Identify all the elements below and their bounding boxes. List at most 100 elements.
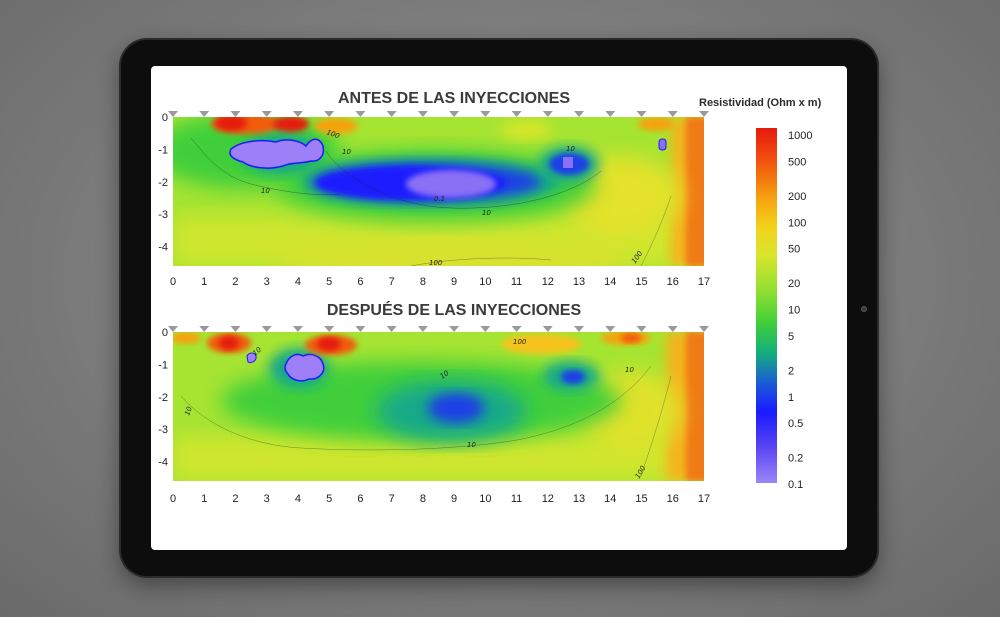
x-tick-label: 10 [479,276,491,288]
electrode-marker [417,326,428,332]
electrode-marker [417,111,428,117]
electrode-marker [199,111,210,117]
contour-label: 10 [566,145,575,153]
x-tick-label: 8 [420,276,426,288]
colorbar-ticks: 1000 500 200 100 50 20 10 5 2 1 0.5 0.2 0.1 [788,130,812,491]
x-tick-label: 4 [295,276,301,288]
x-tick-label: 4 [295,493,301,505]
x-tick-label: 15 [635,276,647,288]
x-tick-label: 7 [389,276,395,288]
heatmap-after [173,332,704,481]
contour-label: 10 [183,405,194,417]
x-tick-label: 3 [264,493,270,505]
contour-label: 10 [342,148,351,156]
electrode-marker [261,326,272,332]
x-tick-label: 6 [357,493,363,505]
x-tick-label: 16 [667,493,679,505]
colorbar-tick-label: 0.5 [788,418,803,430]
x-tick-label: 11 [511,276,522,288]
colorbar-tick-label: 1 [788,392,794,404]
electrode-marker [480,111,491,117]
contour-label: 10 [439,369,451,381]
x-tick-label: 12 [542,493,554,505]
electrode-marker [230,111,241,117]
electrode-marker [261,111,272,117]
colorbar-tick-label: 100 [788,217,806,229]
y-tick-label: -2 [158,392,168,404]
electrode-marker [168,111,178,117]
electrode-marker [230,326,241,332]
x-tick-label: 5 [326,276,332,288]
electrode-marker [636,111,647,117]
heatmap-before [173,117,704,266]
colorbar-tick-label: 1000 [788,130,812,142]
x-tick-label: 13 [573,276,585,288]
electrode-marker [511,326,522,332]
x-tick-label: 3 [264,276,270,288]
chart-title-before: ANTES DE LAS INYECCIONES [338,90,570,107]
colorbar-tick-label: 0.2 [788,453,803,465]
colorbar-title: Resistividad (Ohm x m) [699,97,822,109]
electrode-marker [574,326,585,332]
electrode-marker [605,326,616,332]
x-tick-label: 0 [170,276,176,288]
x-tick-label: 12 [542,276,554,288]
electrode-marker [199,326,210,332]
x-tick-label: 6 [357,276,363,288]
screen: ANTES DE LAS INYECCIONES DESPUÉS DE LAS … [151,66,847,550]
electrode-marker [480,326,491,332]
x-tick-label: 15 [635,493,647,505]
electrode-marker [511,111,522,117]
colorbar-tick-label: 200 [788,191,806,203]
contour-label: 100 [513,338,527,346]
electrode-marker [386,326,397,332]
x-tick-label: 9 [451,493,457,505]
electrode-marker [449,326,460,332]
contour-label: 10 [261,187,270,195]
electrode-marker [449,111,460,117]
x-tick-label: 2 [232,493,238,505]
y-tick-label: -3 [158,209,168,221]
electrode-marker [355,326,366,332]
x-tick-label: 13 [573,493,585,505]
y-tick-label: -2 [158,177,168,189]
y-tick-label: -3 [158,424,168,436]
x-tick-label: 16 [667,276,679,288]
y-tick-label: -1 [158,359,168,371]
x-tick-label: 8 [420,493,426,505]
electrode-marker [699,326,709,332]
electrode-marker [574,111,585,117]
x-tick-label: 1 [201,276,207,288]
y-tick-label: 0 [162,327,168,339]
x-tick-label: 14 [604,493,616,505]
electrode-marker [636,326,647,332]
electrode-marker [168,326,178,332]
y-tick-label: -4 [158,242,168,254]
contour-label: 0.1 [434,195,445,203]
electrode-marker [324,111,335,117]
x-tick-label: 0 [170,493,176,505]
contour-label: 10 [625,366,634,374]
chart-title-after: DESPUÉS DE LAS INYECCIONES [327,300,582,319]
x-tick-label: 17 [698,493,710,505]
y-tick-label: 0 [162,112,168,124]
electrode-marker [292,111,303,117]
contour-labels-before: 100 10 10 0.1 10 10 100 100 [261,128,645,267]
chart-figure: ANTES DE LAS INYECCIONES DESPUÉS DE LAS … [158,90,822,505]
contour-label: 10 [482,209,491,217]
colorbar-tick-label: 0.1 [788,479,803,491]
colorbar-tick-label: 500 [788,156,806,168]
colorbar [756,128,777,483]
y-tick-label: -4 [158,457,168,469]
axes-layer: 0 1 2 3 4 5 6 7 8 9 10 11 12 13 14 15 16 170-1-2-3-40 1 2 3 4… [158,111,710,505]
electrode-marker [667,111,678,117]
electrode-marker [699,111,709,117]
electrode-marker [605,111,616,117]
colorbar-tick-label: 20 [788,278,800,290]
contour-label: 100 [429,259,443,267]
camera-icon [861,306,867,312]
x-tick-label: 17 [698,276,710,288]
electrode-marker [324,326,335,332]
x-tick-label: 10 [479,493,491,505]
colorbar-tick-label: 5 [788,331,794,343]
